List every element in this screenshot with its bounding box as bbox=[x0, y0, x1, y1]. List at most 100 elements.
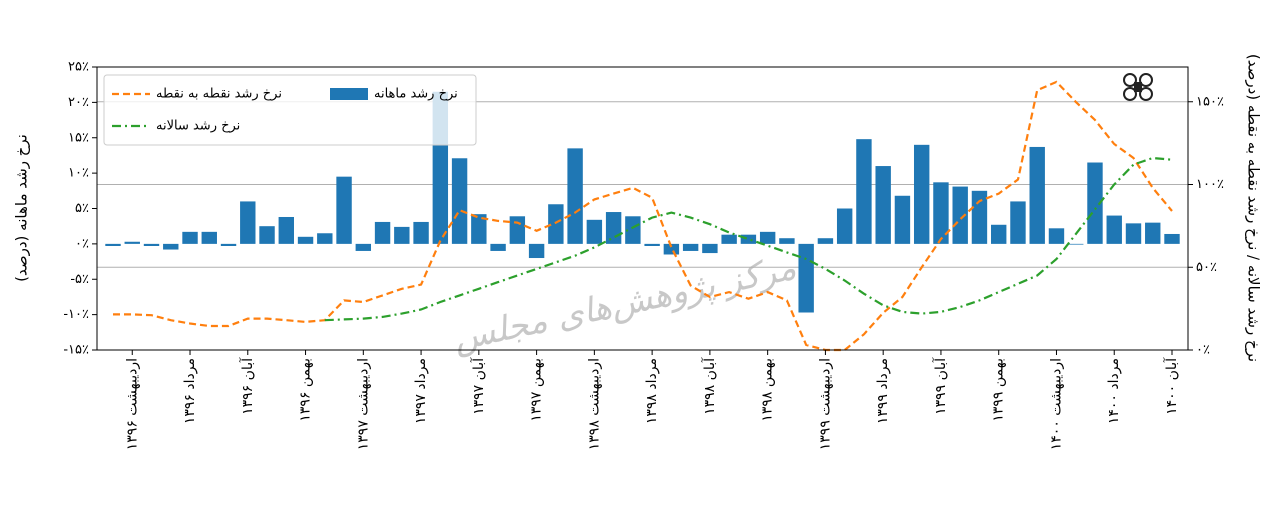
bar bbox=[355, 243, 372, 251]
legend-label: نرخ رشد نقطه به نقطه bbox=[156, 87, 282, 102]
bar bbox=[240, 201, 256, 244]
bar bbox=[605, 212, 622, 244]
bar bbox=[1164, 233, 1180, 244]
bar bbox=[297, 236, 314, 244]
bar bbox=[702, 243, 718, 254]
bar bbox=[682, 243, 699, 251]
bar bbox=[201, 231, 217, 244]
x-tick-label: آبان ۱۳۹۸ bbox=[701, 357, 718, 415]
bar bbox=[894, 195, 911, 244]
y2-axis-label: نرخ رشد سالانه / نرخ رشد نقطه به نقطه (د… bbox=[1245, 54, 1263, 362]
bar bbox=[1125, 223, 1142, 244]
bar bbox=[1048, 228, 1065, 244]
bar bbox=[105, 243, 121, 246]
watermark: مرکز پژوهش‌های مجلس bbox=[450, 248, 800, 360]
logo bbox=[1123, 73, 1153, 101]
x-tick-label: بهمن ۱۳۹۸ bbox=[760, 358, 776, 422]
y-tick-label: ۰٪ bbox=[75, 236, 89, 251]
x-tick-label: مرداد ۱۳۹۸ bbox=[644, 358, 660, 424]
y2-tick-label: ۱۵۰٪ bbox=[1196, 94, 1224, 109]
y-tick-label: -۱۰٪ bbox=[63, 307, 89, 322]
x-tick-label: بهمن ۱۳۹۶ bbox=[298, 358, 314, 422]
bar bbox=[394, 226, 410, 244]
legend-box bbox=[103, 74, 477, 146]
x-tick-label: مرداد ۱۴۰۰ bbox=[1106, 358, 1122, 424]
bar bbox=[625, 216, 641, 244]
bar bbox=[991, 224, 1007, 244]
y-tick-label: ۲۵٪ bbox=[68, 60, 89, 75]
x-tick-label: اردیبهشت ۱۳۹۸ bbox=[586, 358, 602, 450]
x-tick-label: آبان ۱۴۰۰ bbox=[1163, 357, 1180, 415]
y-tick-label: -۵٪ bbox=[70, 272, 89, 287]
line bbox=[113, 80, 1173, 352]
bar bbox=[1010, 201, 1026, 244]
bar bbox=[451, 158, 468, 244]
plot-frame bbox=[96, 66, 1189, 351]
bar bbox=[317, 233, 333, 244]
x-tick-label: بهمن ۱۳۹۷ bbox=[529, 358, 545, 422]
bar bbox=[163, 243, 179, 250]
bar bbox=[933, 182, 949, 244]
legend: نرخ رشد نقطه به نقطه نرخ رشد سالانه نرخ رش… bbox=[103, 74, 477, 146]
bar bbox=[182, 231, 198, 244]
bar bbox=[374, 221, 391, 244]
y-tick-label: -۱۵٪ bbox=[63, 343, 89, 358]
x-tick-label: اردیبهشت ۱۳۹۹ bbox=[817, 358, 833, 450]
bar bbox=[740, 234, 757, 244]
bar bbox=[413, 221, 429, 244]
bar bbox=[220, 243, 237, 246]
y2-tick-label: ۰٪ bbox=[1196, 343, 1210, 358]
x-tick-label: اردیبهشت ۱۴۰۰ bbox=[1048, 358, 1064, 450]
x-tick-label: آبان ۱۳۹۹ bbox=[932, 357, 949, 415]
y-tick-label: ۵٪ bbox=[75, 201, 89, 216]
bar bbox=[528, 243, 545, 259]
x-tick-label: اردیبهشت ۱۳۹۶ bbox=[124, 358, 140, 450]
bar bbox=[509, 216, 526, 244]
bar bbox=[586, 219, 603, 244]
legend-swatch bbox=[330, 88, 368, 100]
bar bbox=[971, 190, 988, 244]
bar bbox=[913, 144, 930, 244]
x-tick-label: آبان ۱۳۹۷ bbox=[470, 357, 487, 415]
bar bbox=[1106, 215, 1122, 244]
bar bbox=[259, 226, 275, 244]
bar bbox=[663, 243, 680, 255]
bar bbox=[798, 243, 814, 313]
x-tick-label: اردیبهشت ۱۳۹۷ bbox=[355, 358, 371, 450]
y-tick-label: ۱۵٪ bbox=[68, 130, 89, 145]
bar bbox=[143, 243, 160, 246]
bar bbox=[548, 204, 564, 244]
y2-tick-label: ۱۰۰٪ bbox=[1196, 177, 1224, 192]
x-tick-label: مرداد ۱۳۹۷ bbox=[413, 358, 429, 424]
bar bbox=[278, 216, 294, 244]
bar bbox=[721, 234, 737, 244]
bar bbox=[875, 166, 891, 244]
x-tick-label: مرداد ۱۳۹۶ bbox=[182, 358, 198, 424]
y-axis-label: نرخ رشد ماهانه (درصد) bbox=[13, 134, 31, 282]
bar bbox=[1029, 146, 1045, 244]
x-tick-label: بهمن ۱۳۹۹ bbox=[991, 358, 1007, 422]
bar bbox=[817, 238, 834, 244]
bar bbox=[1145, 222, 1161, 244]
y-tick-label: ۲۰٪ bbox=[68, 95, 89, 110]
bar bbox=[644, 243, 660, 246]
bar bbox=[779, 238, 795, 244]
bar bbox=[952, 186, 968, 244]
y2-tick-label: ۵۰٪ bbox=[1196, 260, 1217, 275]
bar bbox=[1068, 243, 1084, 245]
bar bbox=[1087, 162, 1103, 244]
legend-label: نرخ رشد ماهانه bbox=[374, 87, 458, 102]
x-tick-label: مرداد ۱۳۹۹ bbox=[875, 358, 891, 424]
bar bbox=[336, 176, 352, 244]
bar bbox=[471, 214, 487, 244]
bar bbox=[759, 231, 776, 244]
x-tick-label: آبان ۱۳۹۶ bbox=[239, 357, 256, 415]
bar bbox=[856, 139, 872, 244]
bar bbox=[567, 148, 583, 244]
legend-label: نرخ رشد سالانه bbox=[156, 119, 240, 134]
bar bbox=[836, 208, 853, 244]
bar bbox=[124, 241, 140, 244]
y-tick-label: ۱۰٪ bbox=[68, 166, 89, 181]
bar bbox=[490, 243, 506, 251]
